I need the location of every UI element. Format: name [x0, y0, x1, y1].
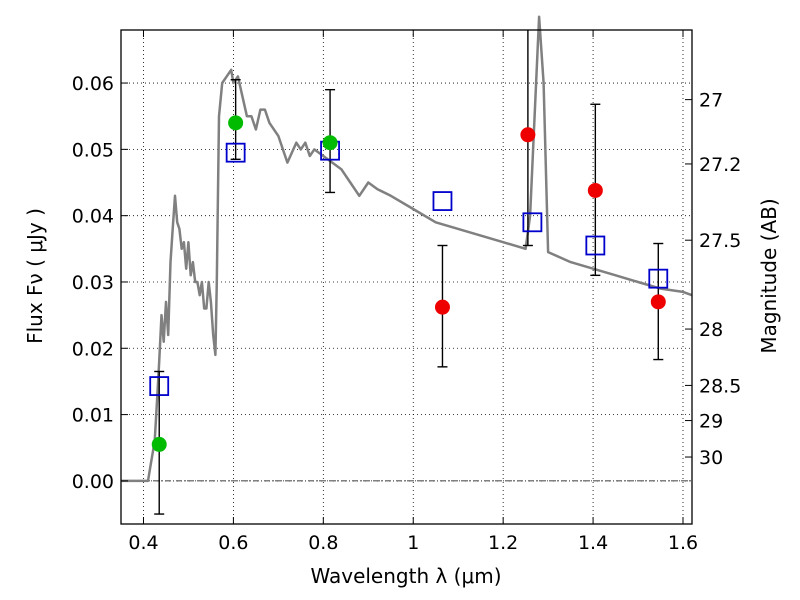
y-tick-label: 0.05 — [72, 139, 114, 161]
right-tick-label: 27.5 — [699, 230, 741, 252]
x-tick-label: 1.2 — [488, 532, 518, 554]
nondetection-point — [650, 294, 666, 310]
photometry-points — [151, 115, 666, 452]
x-tick-label: 0.4 — [128, 532, 158, 554]
model-squares — [149, 140, 669, 396]
right-tick-label: 27 — [699, 90, 723, 112]
plot-frame — [120, 29, 693, 525]
model-square — [648, 268, 669, 289]
model-square — [149, 376, 170, 396]
model-square — [585, 235, 606, 256]
plot-area — [121, 30, 692, 524]
right-axis-title: Magnitude (AB) — [757, 198, 781, 353]
x-tick-label: 1 — [407, 532, 419, 554]
model-square — [522, 212, 543, 233]
y-tick-label: 0.02 — [72, 338, 114, 360]
nondetection-point — [520, 127, 536, 143]
x-tick-label: 1.4 — [578, 532, 608, 554]
model-square — [225, 142, 246, 163]
nondetection-point — [587, 182, 603, 198]
y-tick-label: 0.01 — [72, 405, 114, 427]
x-axis-title: Wavelength λ (μm) — [310, 564, 501, 588]
y-tick-label: 0.00 — [72, 471, 114, 493]
detection-point — [151, 436, 167, 452]
y-axis-title: Flux Fν ( μJy ) — [23, 208, 47, 344]
y-tick-label: 0.06 — [72, 73, 114, 95]
y-tick-label: 0.03 — [72, 272, 114, 294]
right-tick-label: 28.5 — [699, 375, 741, 397]
x-tick-label: 0.6 — [218, 532, 248, 554]
right-tick-label: 27.2 — [699, 154, 741, 176]
y-axis: 0.00 0.01 0.02 0.03 0.04 0.05 0.06 — [72, 73, 128, 493]
right-tick-label: 29 — [699, 411, 723, 433]
model-square — [432, 191, 453, 211]
right-axis: 27 27.2 27.5 28 28.5 29 30 — [685, 90, 741, 469]
x-tick-label: 0.8 — [308, 532, 338, 554]
right-tick-label: 28 — [699, 319, 723, 341]
template-spectrum — [121, 15, 693, 483]
x-axis: 0.4 0.6 0.8 1 1.2 1.4 1.6 — [128, 30, 698, 554]
right-tick-label: 30 — [699, 447, 723, 469]
template-line — [121, 15, 693, 483]
x-tick-label: 1.6 — [668, 532, 698, 554]
nondetection-point — [434, 299, 450, 315]
detection-point — [228, 115, 244, 131]
detection-point — [322, 135, 338, 151]
y-tick-label: 0.04 — [72, 206, 114, 228]
